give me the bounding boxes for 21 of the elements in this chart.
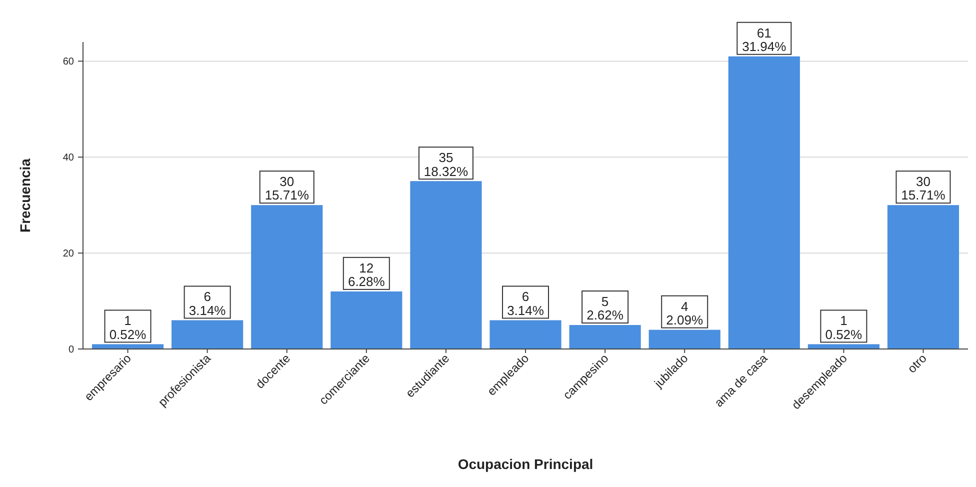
y-tick-label: 40 xyxy=(62,152,74,164)
data-label: 1 0.52% xyxy=(825,313,863,342)
data-label: 61 31.94% xyxy=(742,25,787,54)
x-tick-label: ama de casa xyxy=(712,351,770,410)
y-axis-title: Frecuencia xyxy=(17,158,33,232)
data-label: 4 2.09% xyxy=(666,298,704,328)
data-label: 30 15.71% xyxy=(264,174,310,203)
data-label: 1 0.52% xyxy=(109,313,147,342)
y-tick-label: 20 xyxy=(62,248,74,260)
data-label: 6 3.14% xyxy=(507,289,544,318)
data-label: 6 3.14% xyxy=(188,289,226,318)
data-label: 35 18.32% xyxy=(424,150,468,179)
data-label: 5 2.62% xyxy=(586,294,624,323)
x-tick-label: otro xyxy=(904,351,930,376)
data-label: 12 6.28% xyxy=(348,260,386,290)
bar xyxy=(92,344,164,349)
x-axis-title: Ocupacion Principal xyxy=(458,456,594,472)
data-label: 30 15.71% xyxy=(901,174,946,203)
bar xyxy=(808,344,880,349)
y-tick-label: 0 xyxy=(68,344,74,356)
y-tick-label: 60 xyxy=(62,56,74,68)
